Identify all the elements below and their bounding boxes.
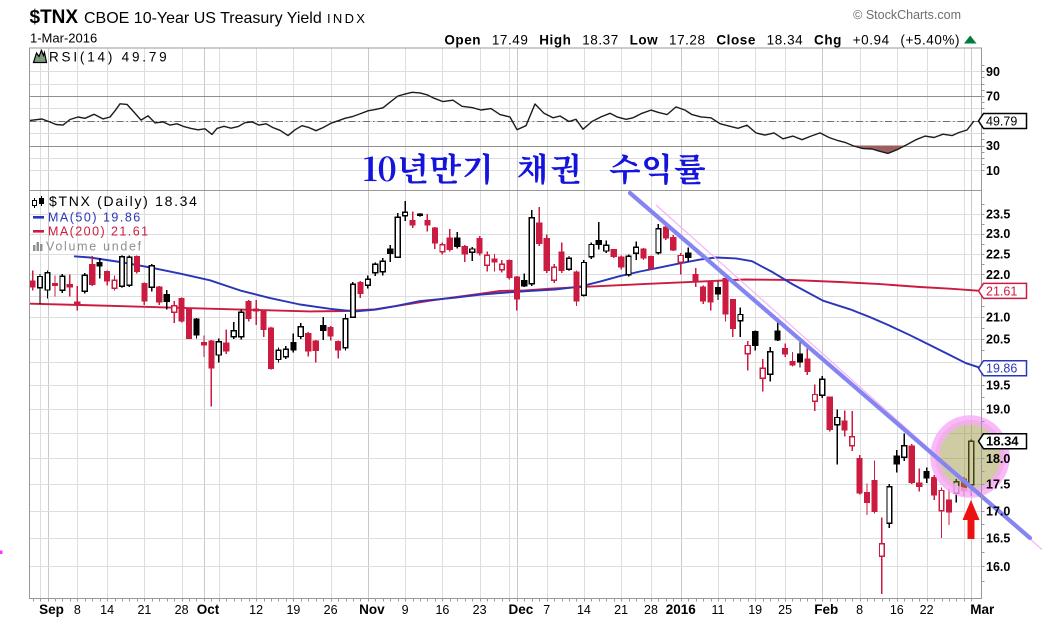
svg-text:MA(50) 19.86: MA(50) 19.86 [48, 211, 142, 225]
svg-text:25: 25 [778, 603, 792, 617]
svg-text:Nov: Nov [359, 602, 385, 617]
svg-text:Oct: Oct [197, 602, 220, 617]
svg-text:14: 14 [100, 603, 114, 617]
svg-text:7: 7 [543, 603, 550, 617]
svg-text:14: 14 [577, 603, 591, 617]
svg-text:16: 16 [890, 603, 904, 617]
svg-text:Sep: Sep [39, 602, 64, 617]
svg-text:22: 22 [920, 603, 934, 617]
svg-text:$TNX: $TNX [30, 7, 79, 28]
svg-text:Volume undef: Volume undef [46, 240, 143, 254]
svg-text:19.5: 19.5 [986, 379, 1010, 393]
svg-text:8: 8 [856, 603, 863, 617]
svg-text:26: 26 [324, 603, 338, 617]
svg-text:19.86: 19.86 [986, 362, 1017, 376]
svg-text:19.0: 19.0 [986, 402, 1010, 416]
svg-text:28: 28 [644, 603, 658, 617]
svg-text:17.0: 17.0 [986, 504, 1010, 518]
svg-text:21: 21 [137, 603, 151, 617]
svg-text:19: 19 [286, 603, 300, 617]
svg-text:Feb: Feb [814, 602, 838, 617]
svg-text:MA(200) 21.61: MA(200) 21.61 [48, 225, 150, 239]
svg-text:9: 9 [402, 603, 409, 617]
svg-text:INDX: INDX [327, 11, 367, 26]
svg-text:23: 23 [473, 603, 487, 617]
svg-text:23.5: 23.5 [986, 208, 1010, 222]
svg-text:10: 10 [986, 164, 1000, 178]
svg-text:RSI(14) 49.79: RSI(14) 49.79 [49, 50, 169, 65]
svg-text:49.79: 49.79 [986, 115, 1017, 129]
svg-text:21.0: 21.0 [986, 311, 1010, 325]
svg-text:90: 90 [986, 65, 1000, 79]
svg-text:18.0: 18.0 [986, 452, 1010, 466]
svg-text:30: 30 [986, 139, 1000, 153]
svg-text:19: 19 [748, 603, 762, 617]
svg-text:18.34: 18.34 [986, 434, 1019, 449]
svg-text:2016: 2016 [666, 602, 697, 617]
svg-text:28: 28 [175, 603, 189, 617]
svg-text:Mar: Mar [970, 602, 995, 617]
svg-text:22.0: 22.0 [986, 268, 1010, 282]
svg-text:21.61: 21.61 [986, 284, 1017, 298]
svg-text:23.0: 23.0 [986, 227, 1010, 241]
svg-text:20.5: 20.5 [986, 333, 1010, 347]
svg-text:16.5: 16.5 [986, 532, 1010, 546]
svg-text:22.5: 22.5 [986, 247, 1010, 261]
svg-text:Dec: Dec [509, 602, 534, 617]
svg-text:70: 70 [986, 90, 1000, 104]
svg-text:12: 12 [249, 603, 263, 617]
svg-text:© StockCharts.com: © StockCharts.com [853, 8, 961, 22]
svg-text:Open 17.49 High 18.37 Low 17.2: Open 17.49 High 18.37 Low 17.28 Close 18… [444, 33, 960, 48]
svg-text:21: 21 [614, 603, 628, 617]
svg-text:16: 16 [435, 603, 449, 617]
svg-text:11: 11 [712, 603, 725, 617]
svg-text:$TNX (Daily) 18.34: $TNX (Daily) 18.34 [49, 193, 199, 209]
svg-text:1-Mar-2016: 1-Mar-2016 [30, 31, 97, 46]
svg-text:16.0: 16.0 [986, 560, 1010, 574]
svg-text:17.5: 17.5 [986, 478, 1010, 492]
svg-text:8: 8 [74, 603, 81, 617]
svg-text:CBOE 10-Year US Treasury Yield: CBOE 10-Year US Treasury Yield [84, 10, 322, 27]
